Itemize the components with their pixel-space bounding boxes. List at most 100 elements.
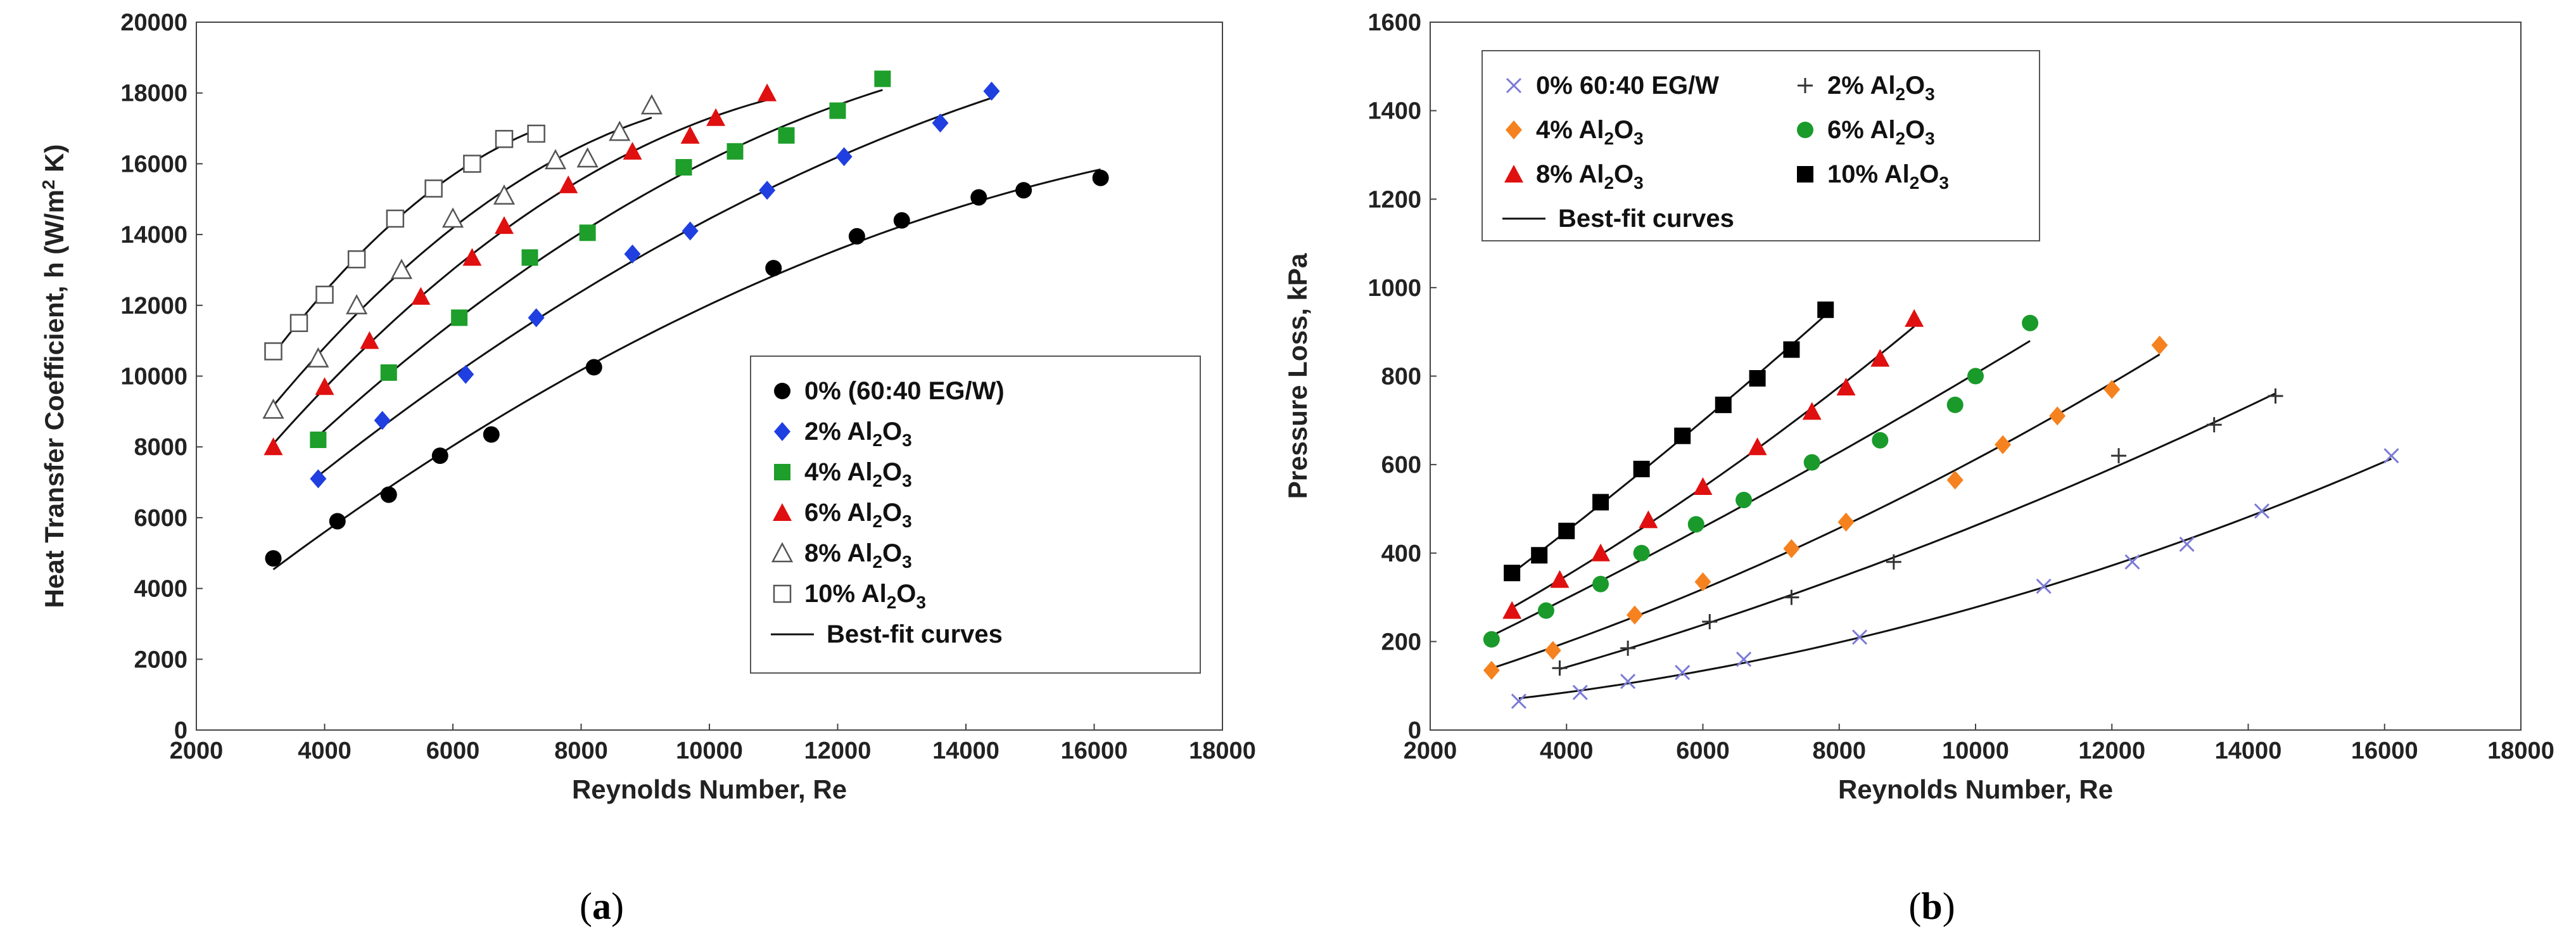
chart-a-series-2-point <box>829 102 846 119</box>
chart-a-series-4-point <box>390 259 413 279</box>
chart-a-legend-label-3-pct: 6% <box>804 499 847 527</box>
chart-a-series-3-point <box>495 216 514 234</box>
chart-b-series-4-point <box>1550 570 1570 588</box>
chart-a-y-axis-title-post: K) <box>39 144 69 179</box>
chart-a-panel-label-close: ) <box>611 885 624 927</box>
chart-a-series-1-point <box>983 81 1000 101</box>
chart-a-series-1-point <box>457 364 474 384</box>
chart-a-legend-label-2-chem-part-2: O <box>882 458 902 486</box>
chart-a-legend-label-0-pct: 0% (60:40 EG/W) <box>804 377 1005 405</box>
chart-b-x-tick-label: 4000 <box>1540 738 1594 764</box>
chart-a-series-1 <box>310 81 1000 489</box>
chart-a-x-tick-label: 14000 <box>932 738 999 764</box>
chart-a-legend-label-4-chem-part-1: 2 <box>872 552 882 572</box>
chart-b-series-3-point <box>1967 368 1984 385</box>
chart-a-series-2-point <box>675 158 692 176</box>
chart-a-legend-label-5-pct: 10% <box>804 580 861 608</box>
chart-b-series-1-point <box>2268 388 2283 404</box>
chart-b-x-tick-label: 8000 <box>1812 738 1866 764</box>
chart-b-legend-label-1-chem-part-1: 2 <box>1895 84 1905 104</box>
chart-b-series-4-point <box>1591 543 1611 561</box>
chart-b-series-4 <box>1502 309 1924 619</box>
chart-a-series-3-point <box>680 125 700 144</box>
chart-a-series-0-point <box>1092 169 1109 186</box>
chart-b-y-tick-label: 800 <box>1381 364 1421 390</box>
chart-b-series-0-point <box>2383 448 2399 464</box>
chart-b-series-3-point <box>1687 516 1704 533</box>
chart-b-legend-label-4-chem-part-2: O <box>1614 160 1634 188</box>
chart-a-series-0-point <box>893 212 910 229</box>
chart-b-series-5-point <box>1504 565 1521 582</box>
chart-b-legend-label-4: 8% Al2O3 <box>1536 160 1644 193</box>
chart-a-y-tick-label: 12000 <box>120 293 187 319</box>
chart-b-series-3-point <box>1735 491 1753 508</box>
chart-b-series-3-point <box>1633 544 1650 561</box>
chart-b-x-axis-title: Reynolds Number, Re <box>1838 774 2113 804</box>
chart-b-legend-label-1-chem-part-3: 3 <box>1925 84 1935 104</box>
chart-a-legend-label-2-chem-part-3: 3 <box>902 471 912 490</box>
chart-b-legend-frame <box>1482 50 2040 241</box>
chart-a-series-5-fit-line <box>272 129 537 356</box>
chart-a-series-0 <box>265 168 1109 570</box>
chart-b-legend-label-4-pct: 8% <box>1536 160 1578 188</box>
chart-a-legend-label-2-chem-part-1: 2 <box>872 471 882 490</box>
chart-b-series-4-point <box>1748 437 1767 456</box>
chart-a-series-5-point <box>347 250 366 269</box>
chart-b-x-tick-label: 16000 <box>2351 738 2418 764</box>
chart-a-y-tick-label: 16000 <box>120 151 187 177</box>
chart-b-series-0-point <box>2124 554 2140 570</box>
chart-a-series-2-point <box>310 432 327 449</box>
chart-a-legend-label-5-chem-part-3: 3 <box>916 593 926 612</box>
chart-a-legend-label-1-chem-part-2: O <box>882 418 902 446</box>
chart-b-panel-label: (b) <box>1908 885 1955 927</box>
chart-a-x-tick-label: 12000 <box>804 738 872 764</box>
chart-b-legend-label-2-pct: 4% <box>1536 116 1578 144</box>
chart-b-series-1-point <box>2111 448 2127 464</box>
chart-b-series-4-point <box>1502 601 1522 619</box>
chart-b-legend-label-5-pct: 10% <box>1827 160 1884 188</box>
chart-a-y-tick-label: 10000 <box>120 364 187 390</box>
chart-a-series-1-point <box>624 244 641 264</box>
chart-a-series-4 <box>262 94 663 419</box>
chart-b-legend-label-2-chem-part-2: O <box>1614 116 1634 144</box>
chart-a-y-tick-label: 4000 <box>134 576 187 603</box>
chart-a-series-4-point <box>544 149 567 170</box>
chart-a-series-2-point <box>380 364 397 381</box>
chart-a-y-tick-label: 14000 <box>120 222 187 248</box>
chart-a-legend-fit-label: Best-fit curves <box>827 620 1003 648</box>
chart-a-series-2-point <box>874 70 891 87</box>
chart-b-series-1-point <box>1702 613 1718 629</box>
chart-a-legend-label-1-chem-part-1: 2 <box>872 430 882 450</box>
chart-b-series-1-point <box>1620 640 1636 656</box>
chart-a-x-tick-label: 10000 <box>676 738 743 764</box>
chart-b-series-1-fit-line <box>1559 392 2276 670</box>
chart-a-x-tick-label: 8000 <box>554 738 608 764</box>
chart-b-series-0-point <box>1675 665 1691 681</box>
chart-b-legend-marker-3 <box>1797 122 1813 138</box>
chart-a-series-2-point <box>778 127 795 144</box>
chart-a-series-5-point <box>424 179 443 198</box>
chart-a-series-4-point <box>576 147 599 168</box>
chart-a-series-1-point <box>759 181 776 200</box>
chart-b-x-tick-label: 10000 <box>1942 738 2009 764</box>
chart-b-series-5-point <box>1674 427 1691 444</box>
chart-a-series-3-point <box>360 331 379 349</box>
chart-a-series-3-point <box>623 141 642 160</box>
chart-b-legend-label-2: 4% Al2O3 <box>1536 116 1644 148</box>
chart-a-series-2 <box>310 70 891 449</box>
chart-b-legend-fit-label: Best-fit curves <box>1558 205 1734 233</box>
chart-a-legend-marker-5 <box>773 584 792 603</box>
chart-a-series-1-point <box>528 308 545 328</box>
chart-a-series-4-point <box>346 294 368 315</box>
chart-a-y-tick-label: 2000 <box>134 646 187 673</box>
chart-a-x-tick-label: 2000 <box>170 738 224 764</box>
chart-b-y-tick-label: 1600 <box>1367 10 1421 36</box>
chart-b-series-0-point <box>2179 536 2195 552</box>
chart-b-series-2-point <box>2103 380 2121 399</box>
chart-a-series-0-point <box>848 228 865 245</box>
chart-a-y-tick-label: 6000 <box>134 505 187 532</box>
chart-a-series-1-point <box>310 469 327 489</box>
chart-a-legend-marker-1 <box>774 422 790 441</box>
chart-a-legend-label-1: 2% Al2O3 <box>804 418 912 450</box>
chart-a-x-tick-label: 16000 <box>1061 738 1128 764</box>
